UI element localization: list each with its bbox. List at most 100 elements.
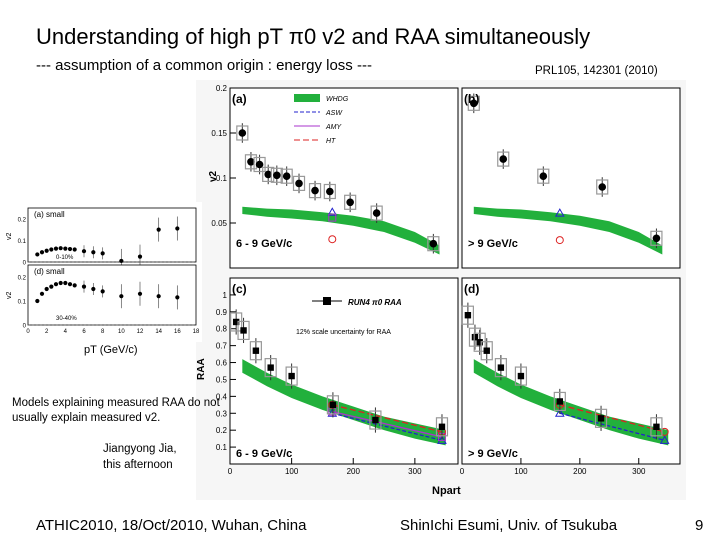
asw-point bbox=[554, 408, 565, 417]
v2-point bbox=[346, 198, 354, 207]
small-v2-axis-d: v2 bbox=[6, 292, 13, 300]
small-v2-point bbox=[44, 248, 49, 253]
v2-point bbox=[372, 209, 381, 217]
x-tick-label: 200 bbox=[573, 467, 587, 476]
y-tick-label: 0.1 bbox=[216, 443, 228, 452]
systematic-box bbox=[326, 395, 340, 415]
systematic-box bbox=[650, 417, 663, 437]
page-number: 9 bbox=[695, 517, 704, 534]
small-v2-point bbox=[81, 249, 87, 254]
x-tick-label: 0 bbox=[228, 467, 233, 476]
four-panel-figure: 0.050.10.150.2 0.10.20.30.40.50.60.70.80… bbox=[196, 80, 686, 500]
small-v2-point bbox=[63, 280, 68, 286]
panel-a: 0.05 0.1 0.15 0.2 bbox=[211, 84, 459, 269]
footer-conference: ATHIC2010, 18/Oct/2010, Wuhan, China bbox=[36, 517, 307, 534]
legend-run4-label: RUN4 π0 RAA bbox=[348, 298, 402, 307]
small-v2-point bbox=[35, 252, 40, 257]
raa-point bbox=[471, 333, 479, 341]
v2-point bbox=[429, 239, 438, 248]
pt-dependence-figure: 0 0.1 0.2 0 0.1 0.2 0 2 4 6 8 10 12 14 16 18 (a) small… bbox=[2, 202, 202, 342]
systematic-box bbox=[249, 341, 262, 361]
panel-c: 0.1 0.2 0.3 0.4 0.5 0.6 0.7 0.8 0.9 1 0 100 200 300 bbox=[216, 277, 459, 476]
v2-point bbox=[326, 187, 334, 196]
asw-point bbox=[659, 435, 670, 444]
slide-title: Understanding of high pT π0 v2 and RAA s… bbox=[36, 24, 591, 49]
v2-point bbox=[598, 183, 607, 191]
small-v2-point bbox=[67, 282, 73, 287]
panel-d-label: (d) bbox=[464, 282, 479, 296]
panel-c-range: 6 - 9 GeV/c bbox=[236, 448, 292, 460]
asw-curve bbox=[559, 412, 665, 441]
raa-point bbox=[240, 327, 247, 334]
small-x-tick-label: 14 bbox=[155, 329, 162, 335]
whdg-band bbox=[473, 359, 669, 446]
systematic-box bbox=[467, 95, 480, 111]
reference-citation: PRL105, 142301 (2010) bbox=[535, 65, 658, 77]
y-tick-label: 0.2 bbox=[216, 426, 228, 435]
small-y-tick-label: 0.1 bbox=[18, 300, 27, 306]
v2-point bbox=[238, 129, 247, 137]
ht-point bbox=[328, 235, 337, 244]
small-y-tick-label: 0.1 bbox=[18, 239, 27, 245]
small-y-tick-label: 0.2 bbox=[18, 217, 27, 223]
v2-point bbox=[282, 172, 291, 180]
raa-point bbox=[483, 347, 490, 354]
systematic-box bbox=[514, 366, 528, 386]
systematic-box bbox=[285, 366, 298, 386]
small-v2-point bbox=[67, 246, 73, 252]
systematic-box bbox=[280, 168, 293, 184]
panel-d-range: > 9 GeV/c bbox=[468, 448, 518, 460]
small-v2-point bbox=[91, 250, 96, 255]
asw-curve bbox=[332, 412, 443, 441]
panel-b bbox=[461, 87, 681, 269]
raa-point bbox=[288, 372, 295, 380]
raa-point bbox=[597, 415, 605, 422]
small-v2-point bbox=[49, 247, 54, 252]
speaker-time: this afternoon bbox=[103, 459, 173, 471]
small-v2-point bbox=[91, 286, 96, 292]
asw-point bbox=[327, 408, 338, 417]
panel-a-range: 6 - 9 GeV/c bbox=[236, 238, 292, 250]
small-v2-point bbox=[175, 226, 180, 231]
systematic-box bbox=[461, 305, 474, 325]
small-x-tick-label: 6 bbox=[82, 329, 86, 335]
legend-ht-label: HT bbox=[326, 138, 336, 145]
small-panel-a-centrality: 0-10% bbox=[56, 255, 74, 261]
small-x-tick-label: 8 bbox=[101, 329, 105, 335]
small-v2-point bbox=[119, 294, 124, 299]
v2-point bbox=[295, 179, 303, 188]
systematic-box bbox=[323, 183, 336, 200]
raa-point bbox=[267, 364, 274, 371]
small-v2-point bbox=[35, 298, 40, 304]
small-v2-point bbox=[58, 280, 63, 286]
v2-point bbox=[264, 170, 273, 179]
systematic-box bbox=[427, 236, 440, 252]
v2-axis-title: v2 bbox=[208, 170, 219, 182]
small-v2-point bbox=[156, 227, 161, 232]
y-tick-label: 0.6 bbox=[216, 359, 228, 368]
asw-point bbox=[437, 435, 447, 444]
raa-point bbox=[252, 347, 260, 354]
small-v2-point bbox=[100, 251, 105, 256]
y-tick-label: 0.15 bbox=[211, 129, 227, 138]
y-tick-label: 0.05 bbox=[211, 219, 227, 228]
small-x-tick-label: 0 bbox=[26, 329, 30, 335]
systematic-box bbox=[537, 168, 550, 184]
small-v2-axis-a: v2 bbox=[6, 233, 13, 241]
systematic-box bbox=[236, 125, 249, 141]
legend-run4-marker bbox=[323, 297, 331, 305]
small-v2-point bbox=[63, 246, 68, 251]
ht-curve bbox=[332, 404, 443, 433]
systematic-box bbox=[594, 408, 608, 428]
v2-point bbox=[311, 186, 319, 195]
small-v2-point bbox=[39, 291, 45, 296]
panel-b-range: > 9 GeV/c bbox=[468, 238, 518, 250]
asw-point bbox=[327, 207, 338, 216]
x-tick-label: 100 bbox=[285, 467, 299, 476]
footer-author: ShinIchi Esumi, Univ. of Tsukuba bbox=[400, 517, 618, 534]
small-v2-point bbox=[175, 295, 180, 300]
systematic-box bbox=[292, 175, 306, 192]
systematic-box bbox=[468, 327, 482, 347]
small-panel-a: 0 0.1 0.2 bbox=[18, 207, 197, 273]
raa-point bbox=[329, 401, 337, 409]
